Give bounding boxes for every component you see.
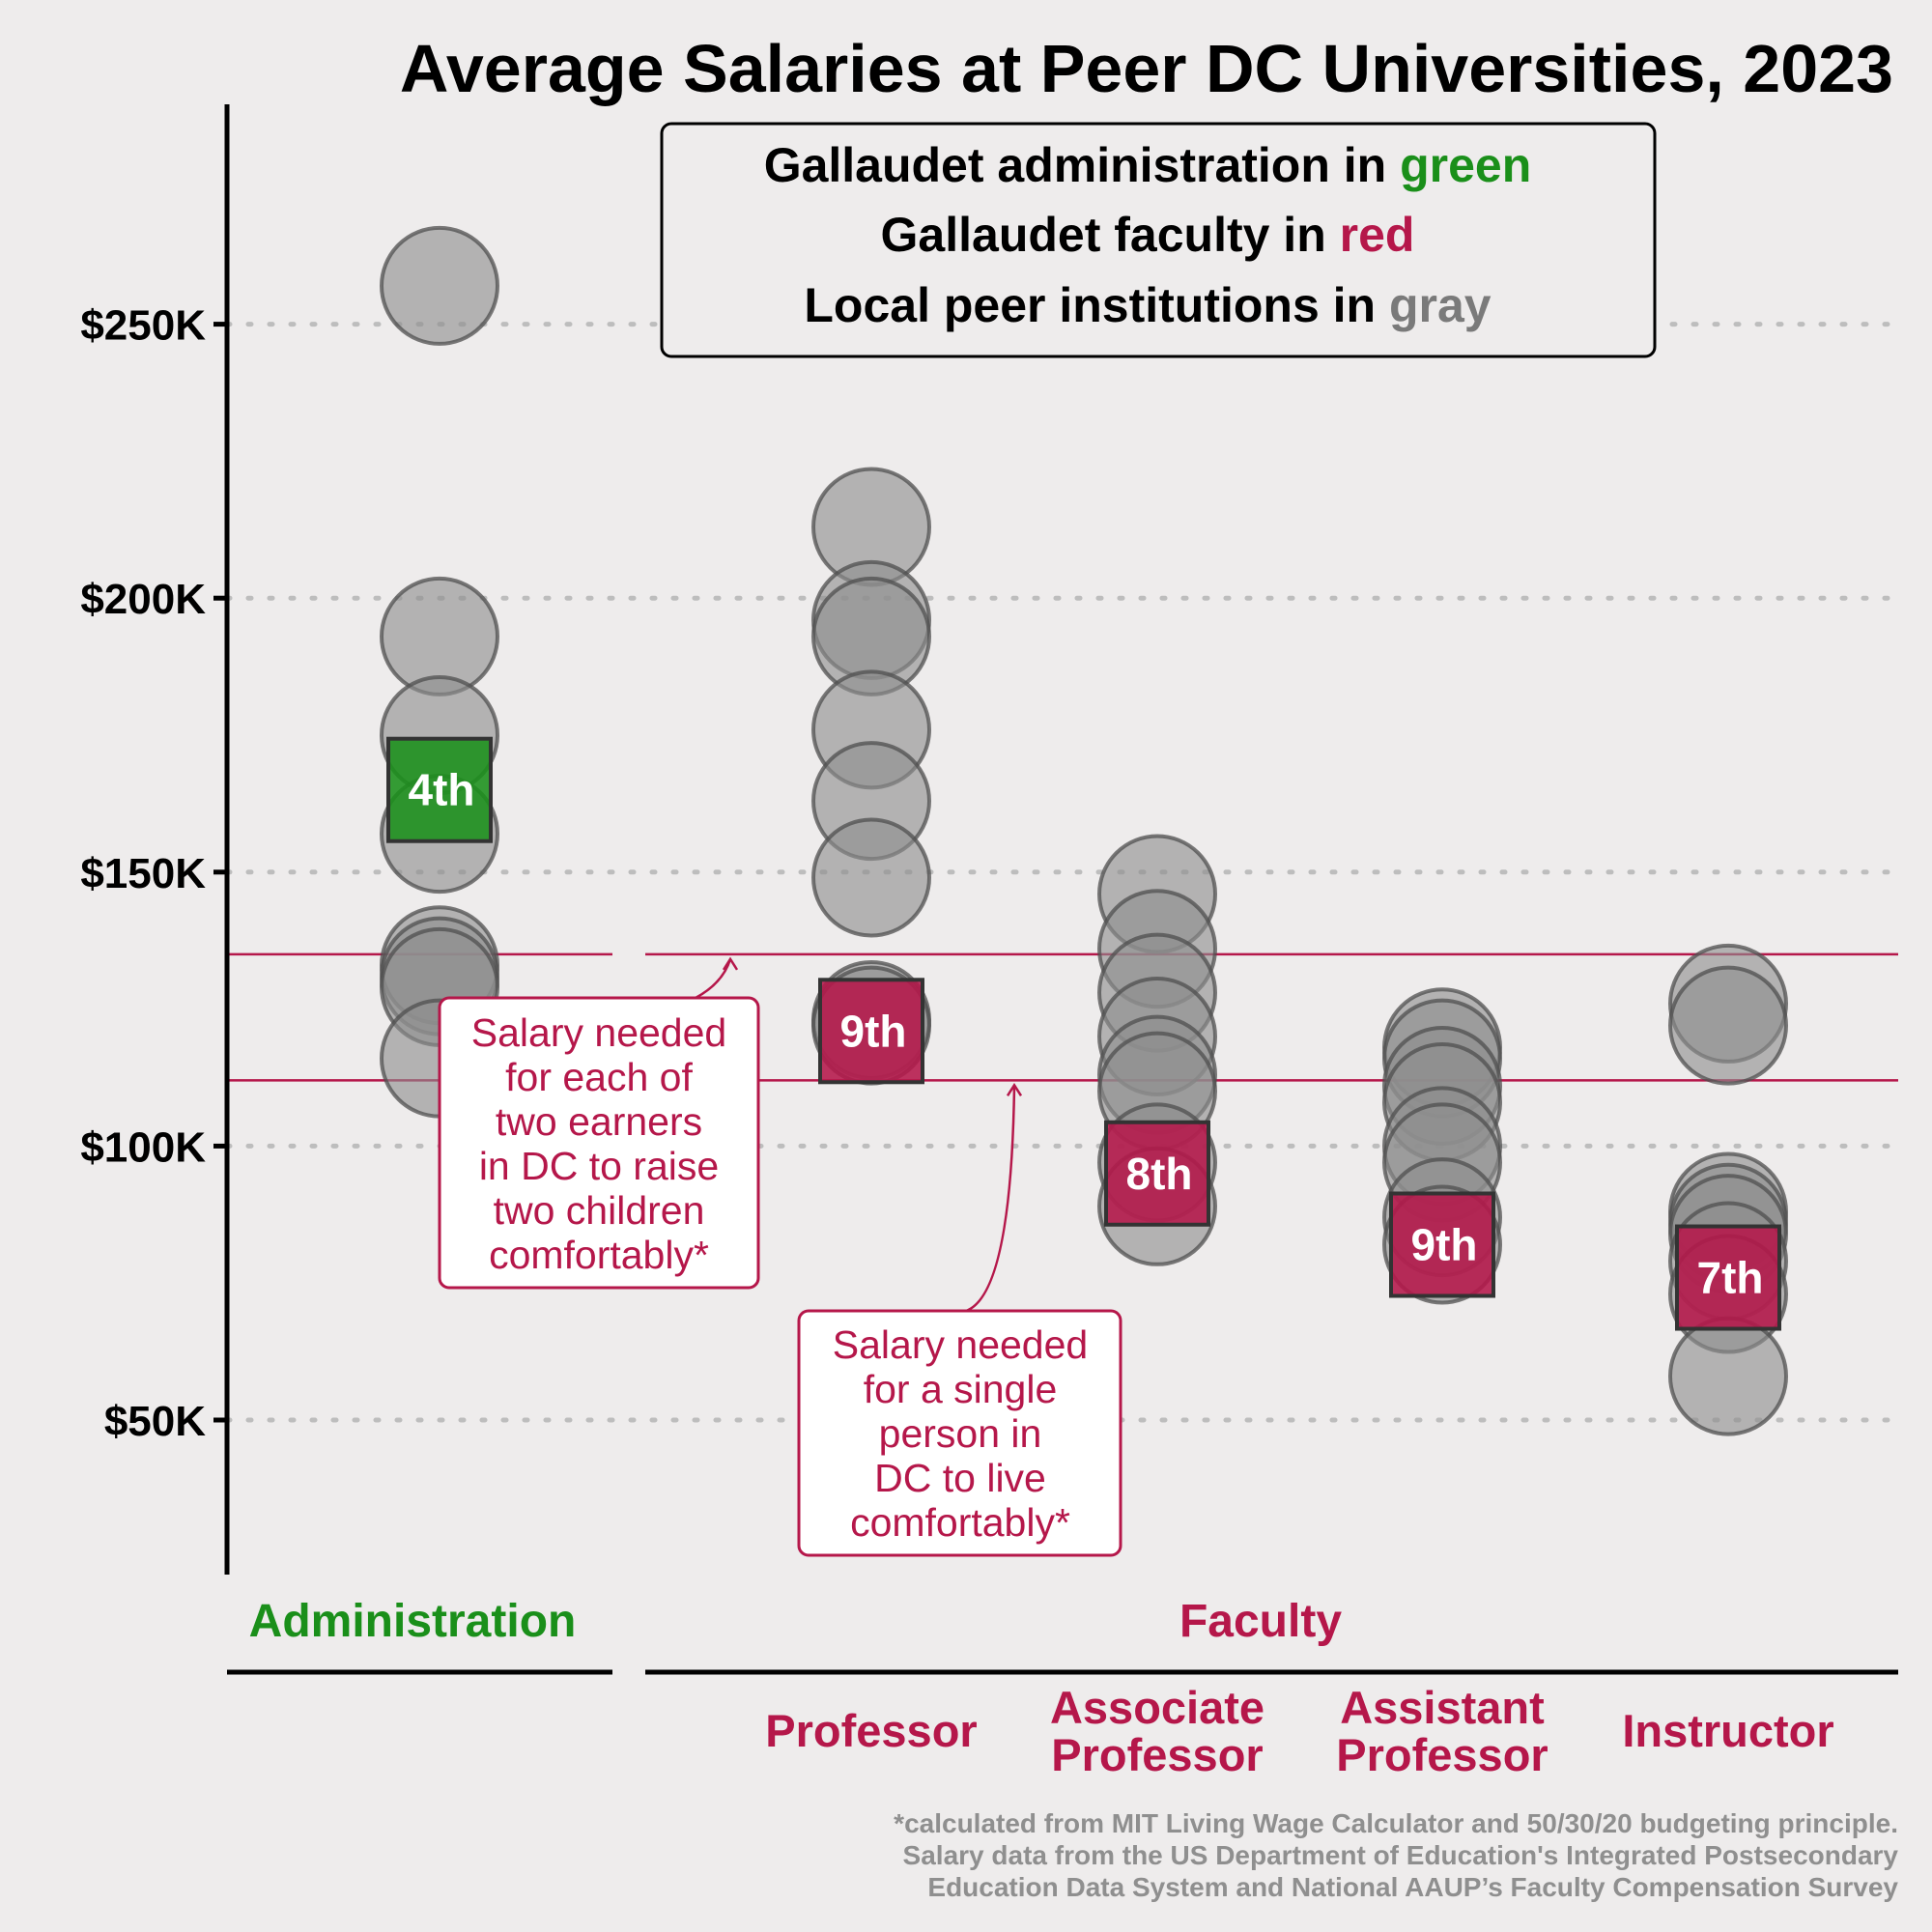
gallaudet-point bbox=[386, 736, 493, 843]
legend-entry-prefix: Local peer institutions in bbox=[804, 278, 1389, 332]
annotation-arrow bbox=[695, 958, 732, 1000]
annotation-text: two children bbox=[494, 1188, 705, 1233]
gallaudet-point bbox=[1389, 1191, 1495, 1298]
legend-entry-color-word: gray bbox=[1389, 278, 1492, 332]
gallaudet-point bbox=[1104, 1120, 1210, 1227]
annotation-box bbox=[797, 1309, 1122, 1557]
annotation-text: DC to live bbox=[874, 1456, 1046, 1500]
category-label: Associate Professor bbox=[1050, 1682, 1264, 1780]
footnote: *calculated from MIT Living Wage Calcula… bbox=[894, 1808, 1898, 1902]
legend-entry: Local peer institutions in gray bbox=[804, 278, 1491, 332]
rank-label: 9th bbox=[1411, 1219, 1478, 1269]
y-axis: $50K $100K $150K $200K $250K bbox=[80, 104, 230, 1575]
chart-title: Average Salaries at Peer DC Universities… bbox=[400, 31, 1893, 106]
x-axis-labels: Administration Faculty Professor Associate P… bbox=[227, 1596, 1898, 1780]
annotation-arrowhead bbox=[1006, 1083, 1023, 1097]
annotation-text: Salary needed bbox=[833, 1322, 1088, 1367]
footnote-line: Education Data System and National AAUP’… bbox=[927, 1872, 1898, 1902]
gallaudet-point bbox=[1675, 1224, 1781, 1331]
legend-entry-color-word: red bbox=[1340, 208, 1415, 262]
group-label: Administration bbox=[249, 1596, 577, 1647]
y-tick-label: $150K bbox=[80, 850, 206, 897]
y-tick-label: $100K bbox=[80, 1123, 206, 1171]
gallaudet-point bbox=[818, 978, 924, 1085]
category-label: Assistant Professor bbox=[1336, 1682, 1548, 1780]
annotation-text: comfortably* bbox=[850, 1500, 1070, 1545]
data-marks: 4th 9th 8th 9th 7th bbox=[380, 225, 1788, 1436]
rank-label: 4th bbox=[409, 765, 475, 815]
legend-entry: Gallaudet administration in green bbox=[764, 138, 1532, 192]
peer-point bbox=[811, 817, 931, 938]
footnote-line: Salary data from the US Department of Ed… bbox=[903, 1840, 1899, 1870]
annotation-text: Salary needed bbox=[471, 1010, 726, 1055]
legend-entry-prefix: Gallaudet administration in bbox=[764, 138, 1400, 192]
rank-label: 7th bbox=[1697, 1253, 1764, 1303]
y-tick-label: $50K bbox=[104, 1398, 206, 1445]
legend-entry-color-word: green bbox=[1400, 138, 1531, 192]
peer-point bbox=[380, 225, 499, 346]
annotation-text: person in bbox=[879, 1411, 1042, 1456]
peer-point bbox=[1668, 965, 1788, 1086]
footnote-line: *calculated from MIT Living Wage Calcula… bbox=[894, 1808, 1898, 1838]
y-tick-label: $250K bbox=[80, 302, 206, 350]
rank-label: 9th bbox=[840, 1006, 907, 1056]
annotation-text: for each of bbox=[505, 1055, 693, 1099]
y-tick-label: $200K bbox=[80, 576, 206, 623]
legend: Gallaudet administration in greenGallaud… bbox=[660, 122, 1657, 358]
category-label: Instructor bbox=[1622, 1705, 1833, 1756]
legend-entry: Gallaudet faculty in red bbox=[881, 208, 1415, 262]
annotation-arrow bbox=[965, 1084, 1016, 1313]
legend-box bbox=[660, 122, 1657, 358]
annotation-text: in DC to raise bbox=[479, 1144, 719, 1188]
annotation-arrowhead bbox=[722, 956, 739, 971]
annotation-box bbox=[438, 996, 760, 1290]
annotation-text: comfortably* bbox=[489, 1233, 709, 1277]
legend-entry-prefix: Gallaudet faculty in bbox=[881, 208, 1340, 262]
rank-label: 8th bbox=[1126, 1149, 1193, 1199]
group-label: Faculty bbox=[1179, 1596, 1342, 1647]
category-label: Professor bbox=[765, 1705, 977, 1756]
annotation-text: two earners bbox=[496, 1099, 702, 1144]
peer-point bbox=[1668, 1316, 1788, 1436]
annotation-text: for a single bbox=[864, 1367, 1058, 1411]
